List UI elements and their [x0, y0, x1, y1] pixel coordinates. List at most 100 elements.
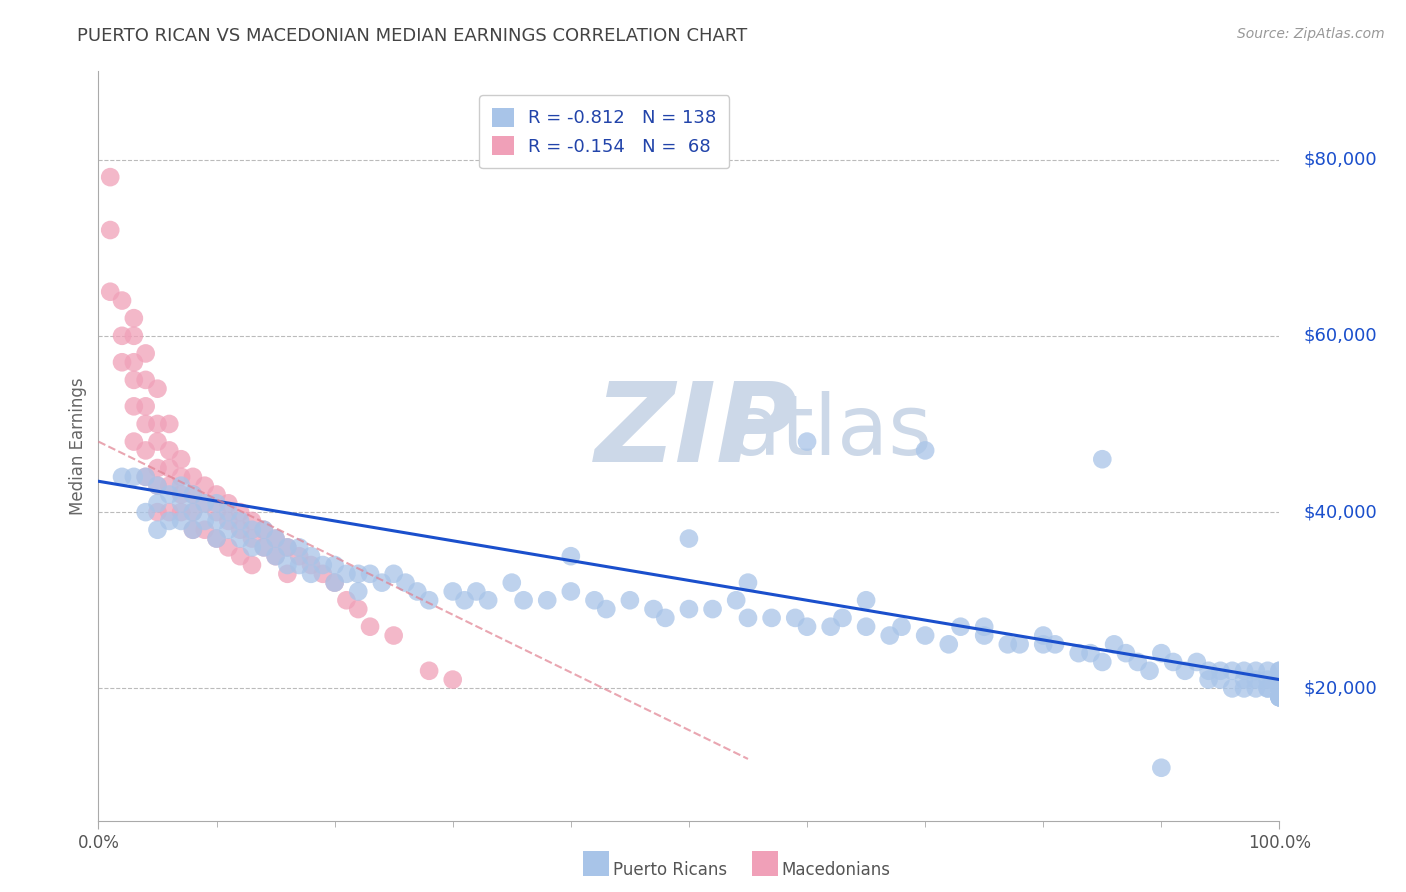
Point: [146, 478, 169, 492]
Point: [288, 541, 311, 555]
Point: [1268, 681, 1291, 696]
Point: [382, 566, 405, 581]
Point: [288, 558, 311, 572]
Text: Source: ZipAtlas.com: Source: ZipAtlas.com: [1237, 27, 1385, 41]
Point: [253, 541, 276, 555]
Point: [855, 593, 877, 607]
Point: [312, 566, 335, 581]
Point: [1185, 655, 1208, 669]
Point: [229, 514, 252, 528]
Point: [205, 496, 228, 510]
Point: [135, 346, 157, 360]
Point: [276, 541, 298, 555]
Point: [157, 443, 180, 458]
Point: [1150, 761, 1173, 775]
Point: [253, 523, 276, 537]
Point: [1268, 673, 1291, 687]
Point: [205, 487, 228, 501]
Point: [122, 355, 145, 369]
Text: Puerto Ricans: Puerto Ricans: [613, 861, 727, 879]
Point: [1032, 637, 1054, 651]
Point: [146, 505, 169, 519]
Point: [135, 470, 157, 484]
Point: [512, 593, 534, 607]
Point: [135, 443, 157, 458]
Point: [111, 328, 134, 343]
Point: [914, 628, 936, 642]
Point: [205, 532, 228, 546]
Point: [785, 611, 807, 625]
Point: [205, 514, 228, 528]
Point: [820, 620, 842, 634]
Point: [111, 293, 134, 308]
Point: [1244, 664, 1267, 678]
Point: [1268, 664, 1291, 678]
Point: [170, 470, 193, 484]
Point: [194, 496, 217, 510]
Point: [1268, 673, 1291, 687]
Point: [135, 417, 157, 431]
Point: [761, 611, 783, 625]
Point: [217, 523, 239, 537]
Point: [1032, 628, 1054, 642]
Point: [205, 505, 228, 519]
Point: [477, 593, 499, 607]
Text: atlas: atlas: [730, 391, 932, 472]
Point: [1220, 681, 1243, 696]
Point: [796, 434, 818, 449]
Point: [1233, 664, 1256, 678]
Point: [1209, 664, 1232, 678]
Point: [312, 558, 335, 572]
Point: [1126, 655, 1149, 669]
Point: [1268, 690, 1291, 705]
Point: [98, 223, 121, 237]
Point: [157, 505, 180, 519]
Point: [418, 664, 440, 678]
Point: [678, 602, 700, 616]
Point: [264, 549, 287, 564]
Point: [855, 620, 877, 634]
Point: [157, 514, 180, 528]
Point: [1008, 637, 1031, 651]
Point: [229, 549, 252, 564]
Point: [1268, 681, 1291, 696]
Point: [181, 487, 204, 501]
Point: [170, 487, 193, 501]
Point: [157, 417, 180, 431]
Point: [643, 602, 665, 616]
Point: [973, 628, 995, 642]
Point: [1161, 655, 1184, 669]
Point: [194, 514, 217, 528]
Point: [890, 620, 912, 634]
Point: [122, 470, 145, 484]
Point: [122, 311, 145, 326]
Point: [122, 434, 145, 449]
Point: [1268, 690, 1291, 705]
Point: [146, 461, 169, 475]
Point: [264, 532, 287, 546]
Point: [1257, 673, 1279, 687]
Point: [737, 575, 759, 590]
Point: [323, 575, 346, 590]
Point: [595, 602, 617, 616]
Point: [1257, 664, 1279, 678]
Point: [1268, 681, 1291, 696]
Point: [240, 514, 263, 528]
Text: $40,000: $40,000: [1303, 503, 1376, 521]
Point: [135, 470, 157, 484]
Point: [347, 584, 370, 599]
Point: [1268, 690, 1291, 705]
Point: [1244, 673, 1267, 687]
Point: [299, 549, 322, 564]
Point: [181, 523, 204, 537]
Y-axis label: Median Earnings: Median Earnings: [69, 377, 87, 515]
Point: [229, 505, 252, 519]
Point: [359, 566, 381, 581]
Point: [194, 523, 217, 537]
Point: [1244, 681, 1267, 696]
Point: [382, 628, 405, 642]
Point: [194, 496, 217, 510]
Legend: R = -0.812   N = 138, R = -0.154   N =  68: R = -0.812 N = 138, R = -0.154 N = 68: [479, 95, 730, 169]
Point: [299, 566, 322, 581]
Point: [1233, 673, 1256, 687]
